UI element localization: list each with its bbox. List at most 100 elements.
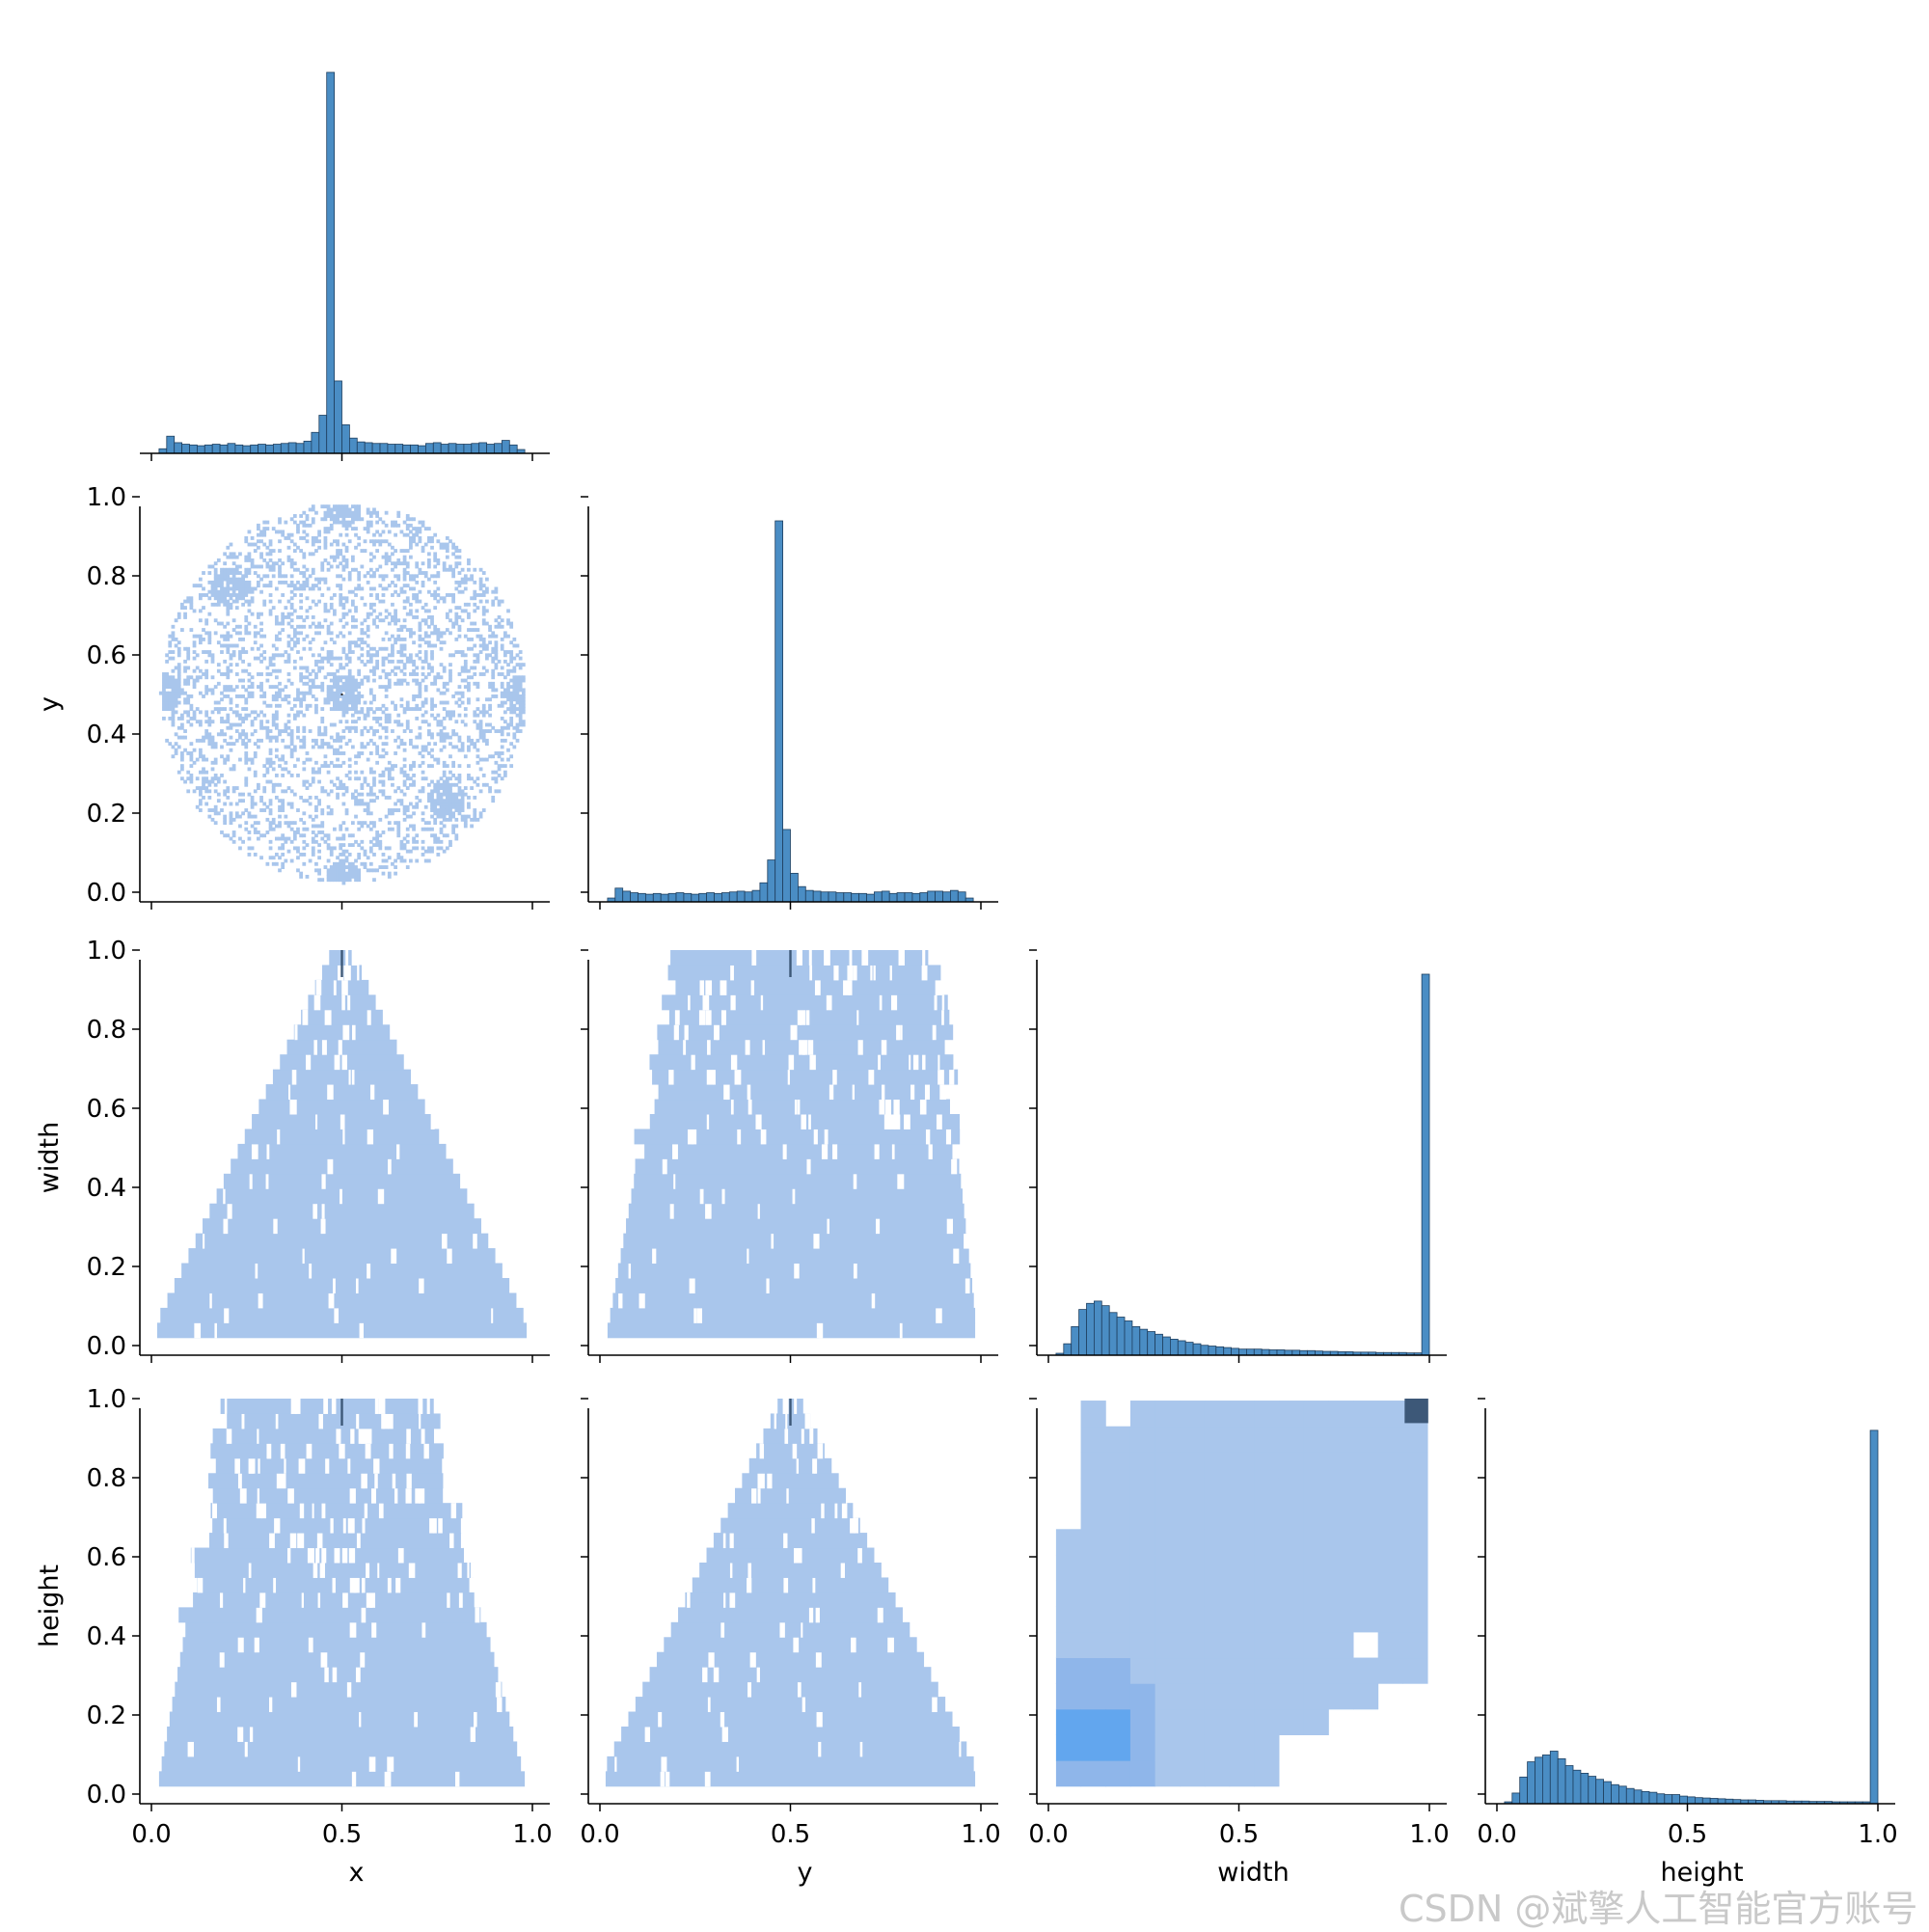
hist2d-cell xyxy=(457,561,462,566)
hist2d-cell xyxy=(430,536,434,540)
hist2d-cell xyxy=(308,552,312,557)
hist2d-cell xyxy=(213,685,218,690)
watermark: CSDN @斌擎人工智能官方账号 xyxy=(1399,1888,1918,1930)
hist2d-cell xyxy=(494,776,499,781)
hist2d-cell xyxy=(289,802,294,806)
hist2d-cell xyxy=(436,802,441,806)
hist2d-cell xyxy=(278,694,282,698)
hist2d-cell xyxy=(488,729,492,733)
hist2d-gap xyxy=(750,979,755,995)
hist2d-cell xyxy=(182,1637,491,1653)
hist2d-cell xyxy=(366,659,370,664)
hist2d-cell xyxy=(402,729,407,733)
hist2d-cell xyxy=(177,612,181,616)
y-tick-label: 0.4 xyxy=(87,721,126,749)
hist2d-gap xyxy=(826,994,832,1011)
hist2d-cell xyxy=(292,745,297,749)
hist2d-cell xyxy=(457,571,462,575)
hist2d-gap xyxy=(673,1173,676,1189)
hist2d-gap xyxy=(757,1473,760,1489)
hist2d-cell xyxy=(442,596,447,601)
hist2d-gap xyxy=(276,1473,284,1489)
hist2d-cell xyxy=(372,824,376,829)
hist2d-cell xyxy=(311,571,315,575)
hist2d-cell xyxy=(442,786,447,790)
hist2d-cell xyxy=(360,621,365,626)
hist2d-cell xyxy=(1080,1580,1106,1607)
hist2d-cell xyxy=(402,742,407,747)
hist2d-cell xyxy=(372,710,376,715)
hist2d-cell xyxy=(467,646,471,651)
hist2d-cell xyxy=(320,716,325,721)
hist2d-cell xyxy=(445,786,449,790)
hist2d-gap xyxy=(362,1517,366,1534)
hist2d-cell xyxy=(326,653,331,658)
hist2d-gap xyxy=(787,1069,790,1085)
hist2d-cell xyxy=(439,827,444,831)
hist2d-cell xyxy=(174,1277,510,1293)
hist2d-cell xyxy=(265,520,270,525)
hist2d-cell xyxy=(1204,1631,1231,1659)
hist2d-cell xyxy=(412,672,416,676)
hist2d-cell xyxy=(165,738,169,743)
hist2d-cell xyxy=(1377,1554,1403,1582)
hist2d-cell xyxy=(384,555,389,559)
hist2d-cell xyxy=(500,681,504,686)
hist2d-cell xyxy=(179,1651,495,1668)
hist2d-cell xyxy=(171,754,176,759)
hist2d-cell xyxy=(475,685,480,690)
hist2d-cell xyxy=(292,830,297,834)
hist2d-cell xyxy=(433,789,438,794)
hist2d-cell xyxy=(350,555,355,559)
hist2d-cell xyxy=(418,567,422,572)
hist2d-cell xyxy=(497,602,502,607)
hist2d-cell xyxy=(421,523,425,528)
hist2d-cell xyxy=(281,618,285,623)
hist2d-gap xyxy=(387,1577,392,1593)
hist2d-cell xyxy=(387,612,392,616)
hist2d-cell xyxy=(329,811,334,816)
hist2d-cell xyxy=(174,688,178,693)
hist2d-cell xyxy=(613,1741,967,1757)
hist2d-cell xyxy=(262,808,267,812)
hist2d-gap xyxy=(426,1399,430,1414)
hist-bar xyxy=(287,442,297,454)
hist2d-cell xyxy=(409,656,413,661)
hist2d-cell xyxy=(1080,1708,1106,1735)
hist2d-cell xyxy=(204,593,209,597)
hist2d-cell xyxy=(292,659,297,664)
hist2d-cell xyxy=(372,507,376,512)
hist2d-gap xyxy=(295,1399,301,1414)
hist-bar xyxy=(348,437,358,454)
hist2d-cell xyxy=(274,697,279,702)
hist2d-cell xyxy=(433,817,438,822)
hist2d-gap xyxy=(251,1143,258,1159)
hist2d-cell xyxy=(311,824,315,829)
hist2d-cell xyxy=(500,751,504,755)
hist2d-cell xyxy=(299,691,304,695)
hist2d-cell xyxy=(244,536,249,540)
hist2d-cell xyxy=(262,656,267,661)
hist2d-gap xyxy=(369,1084,375,1101)
hist2d-cell xyxy=(381,725,386,730)
hist2d-cell xyxy=(244,615,249,619)
hist2d-cell xyxy=(347,764,352,769)
hist2d-cell xyxy=(341,861,346,866)
hist2d-cell xyxy=(226,577,231,582)
hist2d-cell xyxy=(329,663,334,667)
hist2d-cell xyxy=(234,599,239,604)
hist2d-cell xyxy=(286,612,291,616)
hist2d-gap xyxy=(249,1726,254,1742)
hist2d-cell xyxy=(494,634,499,639)
hist2d-cell xyxy=(635,1158,960,1175)
hist2d-cell xyxy=(421,700,425,705)
hist2d-cell xyxy=(244,584,249,588)
hist2d-cell xyxy=(274,795,279,800)
hist-bar xyxy=(1869,1429,1879,1805)
hist2d-cell xyxy=(360,799,365,803)
hist2d-cell xyxy=(488,713,492,718)
hist2d-gap xyxy=(877,1607,883,1623)
hist2d-cell xyxy=(311,849,315,854)
hist2d-cell xyxy=(265,779,270,784)
hist-bar xyxy=(683,892,693,903)
